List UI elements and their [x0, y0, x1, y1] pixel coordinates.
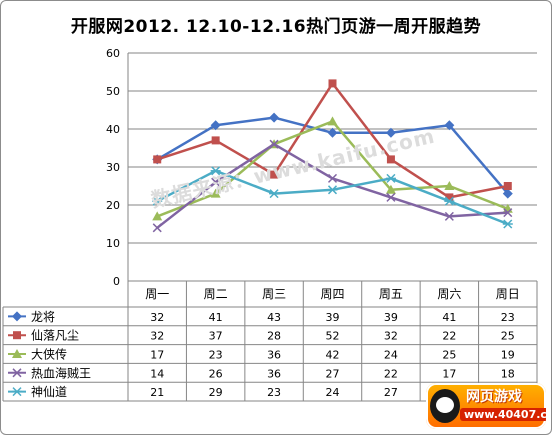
table-cell: 23	[267, 386, 281, 399]
table-cell: 32	[150, 330, 164, 343]
legend-label: 大侠传	[31, 347, 67, 362]
table-cell: 37	[209, 330, 223, 343]
table-cell: 41	[209, 311, 223, 324]
y-tick-label: 30	[106, 161, 120, 174]
badge-url: www.40407.com	[460, 408, 546, 421]
data-point	[329, 79, 337, 87]
table-cell: 27	[326, 367, 340, 380]
table-cell: 22	[384, 367, 398, 380]
table-cell: 42	[326, 349, 340, 362]
table-cell: 52	[326, 330, 340, 343]
x-tick-label: 周三	[262, 287, 286, 301]
table-cell: 25	[442, 349, 456, 362]
data-point	[328, 116, 338, 125]
table-cell: 32	[384, 330, 398, 343]
y-tick-label: 40	[106, 123, 120, 136]
data-point	[504, 182, 512, 190]
y-tick-label: 20	[106, 199, 120, 212]
table-cell: 23	[209, 349, 223, 362]
table-cell: 41	[442, 311, 456, 324]
table-cell: 27	[384, 386, 398, 399]
table-cell: 39	[384, 311, 398, 324]
table-cell: 25	[501, 330, 515, 343]
badge-logo-icon	[430, 389, 460, 423]
table-cell: 29	[209, 386, 223, 399]
table-cell: 43	[267, 311, 281, 324]
data-point	[153, 155, 161, 163]
table-cell: 36	[267, 349, 281, 362]
table-cell: 24	[326, 386, 340, 399]
table-cell: 24	[384, 349, 398, 362]
data-point	[13, 331, 21, 339]
table-cell: 19	[501, 349, 515, 362]
y-tick-label: 0	[113, 275, 120, 288]
table-cell: 36	[267, 367, 281, 380]
y-tick-label: 60	[106, 47, 120, 60]
legend-label: 神仙道	[31, 385, 67, 399]
y-tick-label: 50	[106, 85, 120, 98]
x-tick-label: 周二	[204, 287, 228, 301]
table-cell: 17	[150, 349, 164, 362]
legend-label: 龙将	[31, 310, 55, 324]
table-cell: 32	[150, 311, 164, 324]
table-cell: 21	[150, 386, 164, 399]
table-cell: 14	[150, 367, 164, 380]
table-cell: 26	[209, 367, 223, 380]
x-tick-label: 周五	[379, 287, 403, 301]
x-tick-label: 周一	[145, 287, 169, 301]
table-cell: 23	[501, 311, 515, 324]
table-cell: 18	[501, 367, 515, 380]
data-point	[212, 136, 220, 144]
table-cell: 22	[442, 330, 456, 343]
x-tick-label: 周日	[496, 287, 520, 301]
y-tick-label: 10	[106, 237, 120, 250]
x-tick-label: 周六	[437, 287, 461, 301]
badge-title: 网页游戏	[466, 386, 522, 406]
data-point	[12, 311, 22, 321]
data-point	[269, 113, 279, 123]
legend-label: 热血海贼王	[31, 365, 91, 380]
legend-label: 仙落凡尘	[31, 329, 79, 343]
table-cell: 17	[442, 367, 456, 380]
table-cell: 28	[267, 330, 281, 343]
table-cell: 39	[326, 311, 340, 324]
site-badge: 网页游戏 www.40407.com	[426, 383, 546, 429]
x-tick-label: 周四	[320, 287, 344, 301]
